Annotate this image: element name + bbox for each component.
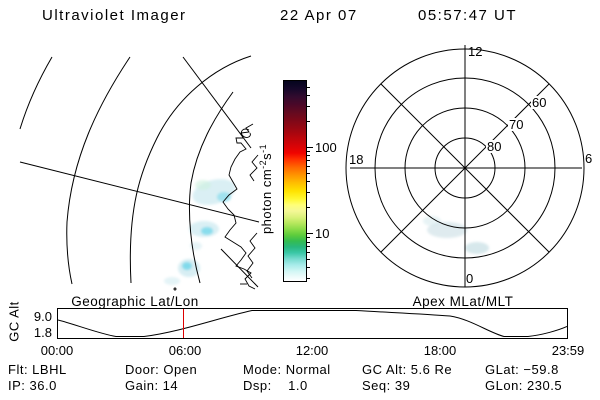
- colorbar-minor-tick: [306, 192, 310, 193]
- alt-strip-chart: [57, 308, 568, 339]
- alt-ytick-1.8: 1.8: [33, 325, 52, 340]
- current-time-marker: [183, 309, 184, 338]
- mlt-label-12: 12: [468, 44, 483, 59]
- alt-xtick-2359: 23:59: [551, 343, 585, 358]
- status-gcalt: GC Alt: 5.6 Re: [362, 362, 453, 377]
- status-dsp: Dsp: 1.0: [243, 378, 308, 393]
- colorbar-minor-tick: [306, 87, 310, 88]
- colorbar-minor-tick: [306, 252, 310, 253]
- polar-aurora-blobs: [423, 216, 489, 254]
- colorbar-minor-tick: [306, 207, 310, 208]
- mlt-label-18: 18: [349, 152, 364, 167]
- colorbar-major-tick: [306, 147, 313, 148]
- colorbar-minor-tick: [306, 246, 310, 247]
- app-title: Ultraviolet Imager: [42, 7, 187, 24]
- colorbar-minor-tick: [306, 155, 310, 156]
- status-mode: Mode: Normal: [243, 362, 331, 377]
- colorbar-minor-tick: [306, 121, 310, 122]
- colorbar-minor-tick: [306, 173, 310, 174]
- alt-ytick-9: 9.0: [33, 309, 52, 324]
- status-seq: Seq: 39: [362, 378, 411, 393]
- colorbar-major-tick: [306, 233, 313, 234]
- geo-graticule: [19, 55, 260, 288]
- colorbar-minor-tick: [306, 95, 310, 96]
- mlt-label-6: 6: [585, 151, 593, 166]
- mlat-label-70: 70: [508, 117, 525, 132]
- status-gain: Gain: 14: [125, 378, 179, 393]
- unit-exp-1: -2: [257, 159, 268, 169]
- polar-panel-caption: Apex MLat/MLT: [412, 294, 514, 309]
- colorbar-minor-tick: [306, 160, 310, 161]
- colorbar-minor-tick: [306, 151, 310, 152]
- status-flt: Flt: LBHL: [8, 362, 67, 377]
- mlat-label-80: 80: [486, 139, 503, 154]
- alt-xtick-0600: 06:00: [168, 343, 202, 358]
- colorbar-minor-tick: [306, 267, 310, 268]
- unit-text: photon cm: [259, 168, 275, 235]
- colorbar-minor-tick: [306, 259, 310, 260]
- alt-ylabel: GC Alt: [6, 301, 22, 342]
- alt-xtick-0000: 00:00: [40, 343, 74, 358]
- geo-panel-caption: Geographic Lat/Lon: [71, 294, 199, 309]
- date-display: 22 Apr 07: [280, 7, 358, 24]
- status-glon: GLon: 230.5: [485, 378, 563, 393]
- unit-mid: s: [259, 152, 275, 160]
- status-door: Door: Open: [125, 362, 198, 377]
- colorbar-minor-tick: [306, 166, 310, 167]
- coastline: [173, 123, 259, 291]
- colorbar-minor-tick: [306, 278, 310, 279]
- status-ip: IP: 36.0: [8, 378, 57, 393]
- unit-exp-2: -1: [257, 143, 268, 153]
- geo-aurora-blobs: [164, 179, 236, 285]
- colorbar-tick-100: 100: [315, 140, 337, 155]
- time-display: 05:57:47 UT: [418, 7, 518, 24]
- colorbar-minor-tick: [306, 242, 310, 243]
- alt-xtick-1200: 12:00: [295, 343, 329, 358]
- colorbar-minor-tick: [306, 181, 310, 182]
- polar-grid: [345, 45, 585, 288]
- alt-xtick-1800: 18:00: [423, 343, 457, 358]
- colorbar-tick-10: 10: [315, 226, 330, 241]
- mlt-label-0: 0: [466, 271, 474, 286]
- mlat-label-60: 60: [531, 95, 548, 110]
- status-glat: GLat: −59.8: [485, 362, 559, 377]
- alt-curve: [57, 310, 568, 337]
- colorbar-minor-tick: [306, 106, 310, 107]
- colorbar: [283, 80, 307, 282]
- colorbar-minor-tick: [306, 237, 310, 238]
